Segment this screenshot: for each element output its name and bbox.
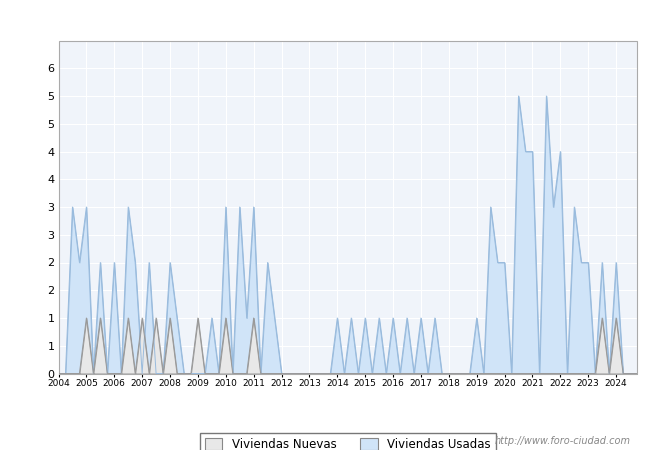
Text: Torla-Ordesa - Evolucion del Nº de Transacciones Inmobiliarias: Torla-Ordesa - Evolucion del Nº de Trans… [96, 12, 554, 27]
Legend: Viviendas Nuevas, Viviendas Usadas: Viviendas Nuevas, Viviendas Usadas [200, 433, 495, 450]
Text: http://www.foro-ciudad.com: http://www.foro-ciudad.com [495, 436, 630, 446]
Bar [58, 40, 637, 374]
